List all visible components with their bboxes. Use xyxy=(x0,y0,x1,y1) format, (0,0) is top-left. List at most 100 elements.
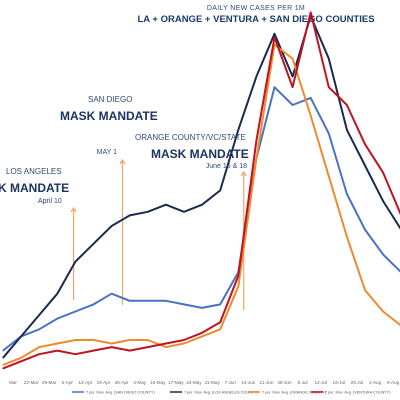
series-point xyxy=(310,11,312,14)
series-point xyxy=(74,261,76,263)
x-tick-label: 5-Jul xyxy=(298,380,308,385)
x-tick-label: 19-Jul xyxy=(333,380,346,385)
series-point xyxy=(2,350,4,352)
series-point xyxy=(38,314,40,316)
series-point xyxy=(382,200,384,202)
series-point xyxy=(346,236,348,238)
mandate-arrowhead xyxy=(240,170,247,177)
series-point xyxy=(2,367,4,370)
series-point xyxy=(255,157,257,159)
series-point xyxy=(20,360,22,362)
series-point xyxy=(147,339,149,341)
x-tick-label: 31-May xyxy=(204,380,220,385)
series-point xyxy=(310,115,312,117)
x-tick-label: 26-Apr xyxy=(115,380,129,385)
series-point xyxy=(273,86,276,88)
series-point xyxy=(292,104,294,106)
annotation-date: MAY 1 xyxy=(97,149,117,156)
series-point xyxy=(346,129,348,131)
series-point xyxy=(20,357,22,359)
series-point xyxy=(255,140,257,142)
series-point xyxy=(364,289,366,291)
x-tick-label: 2-Aug xyxy=(369,380,382,385)
annotation-place: ORANGE COUNTY/VC/STATE xyxy=(135,133,246,142)
annotation-san-diego: SAN DIEGO MASK MANDATE MAY 1 xyxy=(60,95,158,156)
series-point xyxy=(201,335,203,337)
x-tick-label: 9-Aug xyxy=(387,380,400,385)
series-point xyxy=(129,350,131,352)
series-point xyxy=(292,58,294,60)
series-point xyxy=(38,353,40,355)
x-tick-label: 28-Jun xyxy=(277,380,291,385)
series-point xyxy=(38,346,40,348)
x-tick-label: 12-Apr xyxy=(79,380,93,385)
legend-label: 7 per. Mov. Avg. (LOS ANGELES COUNTY) xyxy=(184,391,259,395)
series-point xyxy=(273,33,276,35)
annotation-place: LOS ANGELES xyxy=(6,167,62,176)
series-point xyxy=(74,339,76,341)
mandate-arrowhead xyxy=(70,206,77,213)
series-point xyxy=(292,86,294,88)
series-point xyxy=(165,346,167,348)
series-point xyxy=(56,318,58,320)
x-tick-label: 22-Mar xyxy=(24,380,39,385)
series-point xyxy=(165,342,167,345)
annotation-place: SAN DIEGO xyxy=(88,95,132,104)
series-point xyxy=(38,328,40,330)
mandate-lines xyxy=(70,158,247,310)
series-point xyxy=(364,143,366,145)
series-point xyxy=(292,75,294,78)
series-point xyxy=(346,104,348,106)
series-point xyxy=(129,300,131,302)
series-point xyxy=(219,189,221,192)
series-point xyxy=(346,193,348,195)
series-point xyxy=(237,129,239,131)
x-tick-label: 24-May xyxy=(186,380,202,385)
series-point xyxy=(201,307,203,309)
x-tick-label: Mar xyxy=(9,380,17,385)
series-point xyxy=(219,321,221,323)
series-point xyxy=(111,225,113,227)
annotations: LOS ANGELES K MANDATE April 10 SAN DIEGO… xyxy=(0,95,249,205)
annotation-label: K MANDATE xyxy=(0,181,69,195)
x-tick-label: 26-Jul xyxy=(351,380,364,385)
x-tick-label: 10-May xyxy=(150,380,166,385)
series-point xyxy=(328,58,330,60)
legend: 7 per. Mov. Avg. (SAN DIEGO COUNTY) 7 per… xyxy=(72,391,391,395)
series-point xyxy=(111,346,113,348)
series-point xyxy=(129,339,131,341)
series-point xyxy=(382,172,384,174)
series-point xyxy=(129,214,131,216)
series-point xyxy=(2,357,4,359)
legend-label: 7 per. Mov. Avg. (SAN DIEGO COUNTY) xyxy=(86,391,155,395)
annotation-label: MASK MANDATE xyxy=(151,147,249,161)
series-point xyxy=(237,275,239,277)
legend-label: 7 per. Mov. Avg. (ORANGE COUNTY) xyxy=(262,391,327,395)
x-tick-label: 19-Apr xyxy=(97,380,111,385)
series-point xyxy=(165,204,167,206)
series-point xyxy=(273,36,276,38)
series-point xyxy=(92,303,95,305)
mandate-arrowhead xyxy=(119,158,126,165)
series-point xyxy=(74,310,76,313)
annotation-label: MASK MANDATE xyxy=(60,109,158,123)
series-point xyxy=(74,353,76,355)
series-point xyxy=(219,328,221,330)
series-point xyxy=(183,342,185,345)
series-point xyxy=(328,132,330,135)
x-tick-label: 12-Jul xyxy=(314,380,327,385)
annotation-los-angeles: LOS ANGELES K MANDATE April 10 xyxy=(0,167,69,205)
x-tick-label: 17-May xyxy=(168,380,184,385)
series-point xyxy=(382,253,384,256)
series-point xyxy=(310,97,312,99)
series-point xyxy=(92,243,95,245)
chart-title: LA + ORANGE + VENTURA + SAN DIEGO COUNTI… xyxy=(137,14,374,25)
series-point xyxy=(219,303,221,305)
x-tick-label: 29-Mar xyxy=(42,380,57,385)
series-point xyxy=(183,339,185,341)
series-point xyxy=(382,310,384,313)
series-point xyxy=(147,346,149,348)
series-point xyxy=(56,350,58,352)
series-line xyxy=(2,86,400,352)
